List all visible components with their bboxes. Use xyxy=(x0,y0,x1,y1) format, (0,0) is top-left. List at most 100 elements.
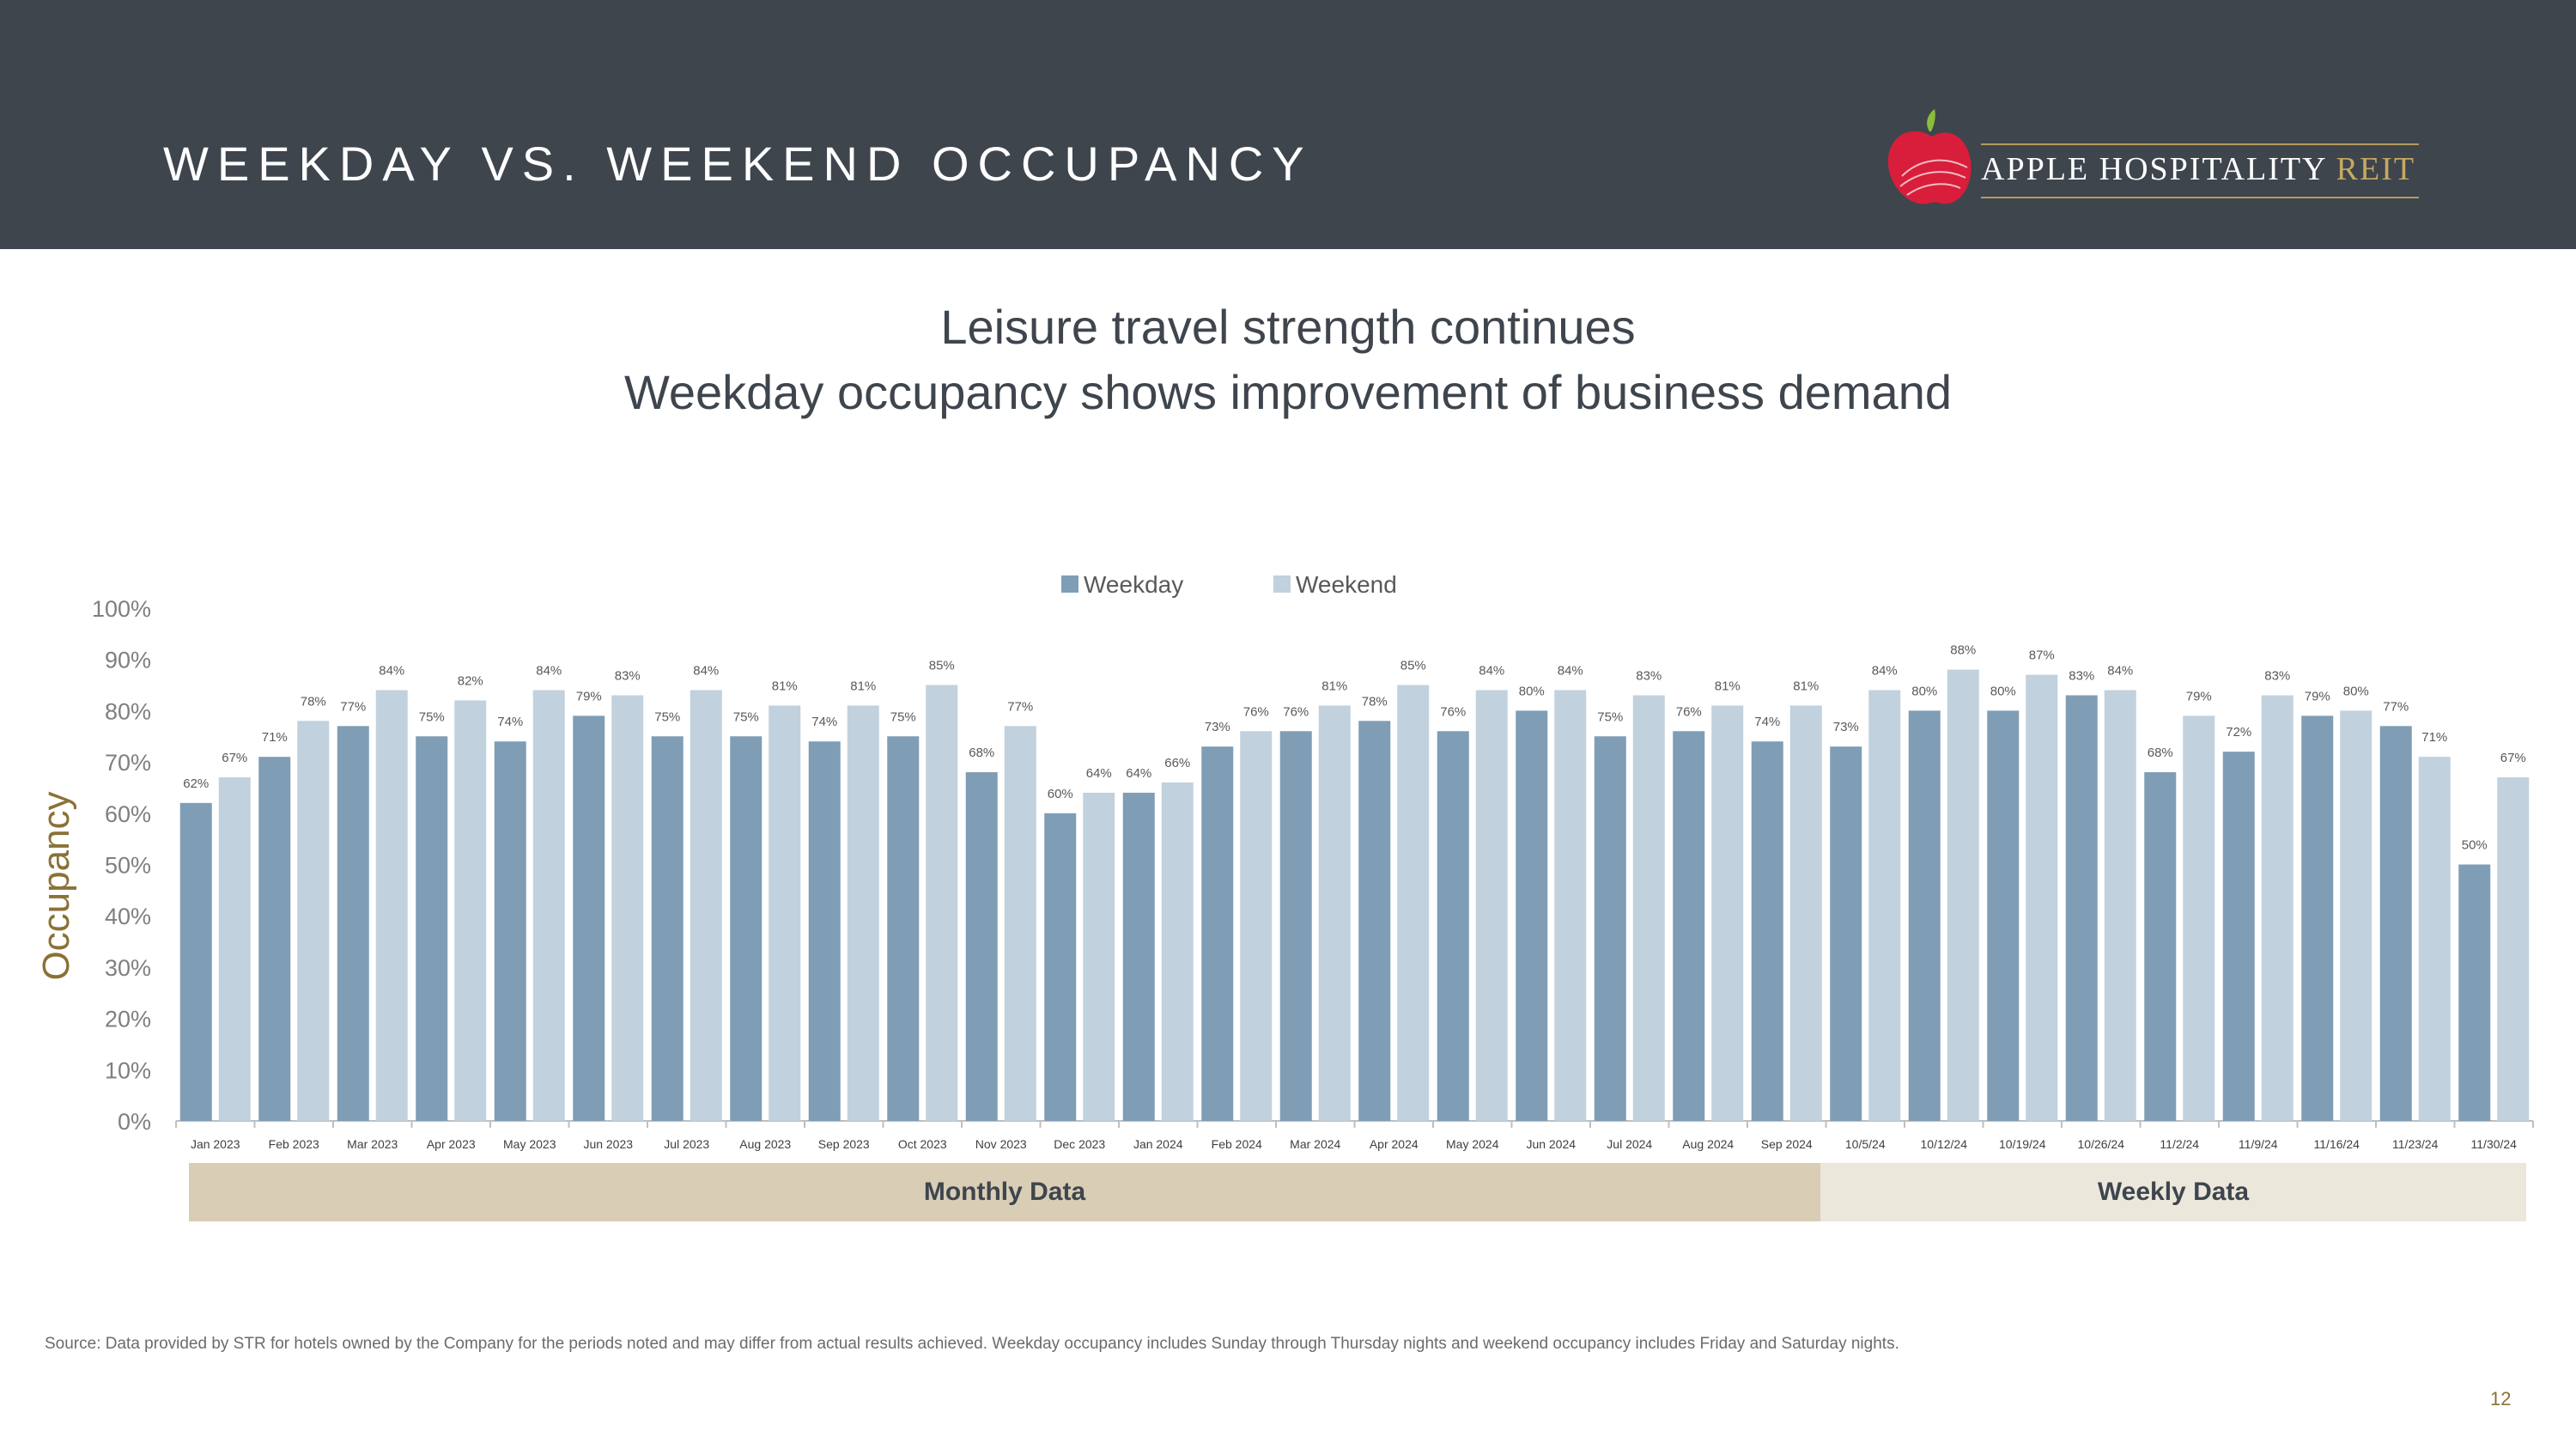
y-tick-label: 0% xyxy=(118,1109,151,1135)
bar-weekday xyxy=(1516,710,1548,1121)
data-label-weekend: 84% xyxy=(1479,664,1504,679)
monthly-data-band: Monthly Data xyxy=(189,1163,1820,1221)
bar-weekend xyxy=(1554,690,1587,1121)
x-tick-label: 10/5/24 xyxy=(1845,1137,1886,1151)
data-label-weekday: 83% xyxy=(2069,668,2094,683)
bar-weekday xyxy=(1437,731,1469,1121)
data-label-weekday: 73% xyxy=(1833,720,1859,734)
data-label-weekend: 76% xyxy=(1243,704,1269,719)
data-label-weekend: 81% xyxy=(850,679,876,693)
x-tick-label: 11/9/24 xyxy=(2239,1137,2278,1151)
data-label-weekend: 81% xyxy=(1321,679,1347,693)
x-tick-label: Nov 2023 xyxy=(975,1137,1027,1151)
data-label-weekend: 87% xyxy=(2029,648,2055,663)
bar-weekend xyxy=(1240,731,1273,1121)
data-label-weekend: 79% xyxy=(2186,689,2212,703)
data-label-weekday: 76% xyxy=(1676,704,1702,719)
logo-text-main: APPLE HOSPITALITY xyxy=(1981,151,2327,187)
bar-weekend xyxy=(926,685,958,1121)
y-tick-label: 20% xyxy=(105,1007,151,1032)
weekly-data-label: Weekly Data xyxy=(2097,1178,2250,1206)
data-label-weekday: 80% xyxy=(1519,684,1545,698)
data-label-weekday: 80% xyxy=(1911,684,1937,698)
x-tick-label: Jul 2023 xyxy=(664,1137,709,1151)
data-label-weekday: 64% xyxy=(1126,766,1151,781)
data-label-weekend: 84% xyxy=(2107,664,2133,679)
weekly-data-band: Weekly Data xyxy=(1820,1163,2526,1221)
bar-weekday xyxy=(651,736,683,1121)
data-label-weekday: 78% xyxy=(1362,694,1388,709)
data-label-weekend: 83% xyxy=(615,668,641,683)
x-tick-label: Aug 2023 xyxy=(739,1137,791,1151)
data-label-weekend: 84% xyxy=(693,664,719,679)
data-label-weekday: 74% xyxy=(497,715,523,729)
data-label-weekend: 84% xyxy=(536,664,562,679)
data-label-weekend: 67% xyxy=(2500,751,2526,765)
x-tick-label: Jul 2024 xyxy=(1607,1137,1652,1151)
bar-weekend xyxy=(690,690,722,1121)
bar-weekend xyxy=(2104,690,2136,1121)
y-tick-label: 100% xyxy=(92,596,151,622)
y-tick-label: 80% xyxy=(105,698,151,724)
data-label-weekday: 68% xyxy=(969,746,994,760)
data-label-weekend: 81% xyxy=(1715,679,1741,693)
data-label-weekend: 67% xyxy=(222,751,247,765)
bar-weekday xyxy=(573,715,605,1121)
data-label-weekend: 88% xyxy=(1950,643,1976,658)
legend-swatch-weekend xyxy=(1273,575,1291,593)
bar-weekend xyxy=(1475,690,1508,1121)
bar-weekday xyxy=(2144,772,2177,1121)
y-tick-label: 10% xyxy=(105,1057,151,1083)
x-tick-label: Oct 2023 xyxy=(898,1137,947,1151)
y-tick-label: 50% xyxy=(105,853,151,879)
legend-swatch-weekday xyxy=(1061,575,1078,593)
header-bar: WEEKDAY VS. WEEKEND OCCUPANCY APPLE HOSP… xyxy=(0,0,2576,249)
data-label-weekend: 84% xyxy=(1558,664,1583,679)
x-tick-label: Sep 2023 xyxy=(818,1137,870,1151)
apple-logo-icon xyxy=(1887,109,1971,204)
bar-weekend xyxy=(297,721,330,1121)
bar-weekday xyxy=(1987,710,2020,1121)
data-label-weekday: 74% xyxy=(811,715,837,729)
data-label-weekend: 78% xyxy=(301,694,326,709)
bar-weekend xyxy=(611,695,644,1121)
y-tick-label: 60% xyxy=(105,801,151,827)
bar-weekday xyxy=(1908,710,1941,1121)
x-tick-label: Jun 2024 xyxy=(1526,1137,1576,1151)
logo-text-accent: REIT xyxy=(2336,151,2416,187)
data-label-weekday: 80% xyxy=(1990,684,2016,698)
bar-weekday xyxy=(730,736,762,1121)
bar-weekday xyxy=(965,772,998,1121)
bar-weekend xyxy=(1947,669,1979,1121)
company-logo: APPLE HOSPITALITY REIT xyxy=(1885,107,2434,210)
bar-weekday xyxy=(416,736,448,1121)
data-label-weekday: 60% xyxy=(1048,787,1073,801)
data-label-weekend: 71% xyxy=(2421,730,2447,745)
bar-weekend xyxy=(1632,695,1665,1121)
legend-label-weekday: Weekday xyxy=(1084,571,1183,598)
x-tick-label: Sep 2024 xyxy=(1761,1137,1813,1151)
subtitle-line-2: Weekday occupancy shows improvement of b… xyxy=(624,365,1952,419)
bar-weekday xyxy=(1122,792,1155,1121)
bar-weekday xyxy=(808,741,841,1121)
x-tick-label: Apr 2024 xyxy=(1370,1137,1419,1151)
data-label-weekday: 77% xyxy=(340,699,366,714)
data-label-weekday: 68% xyxy=(2148,746,2173,760)
data-label-weekday: 73% xyxy=(1205,720,1230,734)
data-label-weekday: 72% xyxy=(2226,725,2251,740)
bar-weekday xyxy=(494,741,526,1121)
data-label-weekday: 50% xyxy=(2462,838,2488,853)
bar-weekend xyxy=(1083,792,1115,1121)
bar-weekday xyxy=(337,726,369,1121)
x-tick-label: 10/12/24 xyxy=(1921,1137,1968,1151)
data-label-weekend: 85% xyxy=(1400,659,1426,673)
data-label-weekend: 83% xyxy=(1636,668,1662,683)
x-tick-label: Dec 2023 xyxy=(1054,1137,1105,1151)
legend-label-weekend: Weekend xyxy=(1296,571,1397,598)
bar-weekend xyxy=(769,705,801,1121)
data-label-weekday: 76% xyxy=(1440,704,1466,719)
data-label-weekend: 82% xyxy=(458,673,483,688)
bar-weekend xyxy=(1868,690,1901,1121)
data-label-weekend: 64% xyxy=(1086,766,1112,781)
bar-weekday xyxy=(1594,736,1626,1121)
